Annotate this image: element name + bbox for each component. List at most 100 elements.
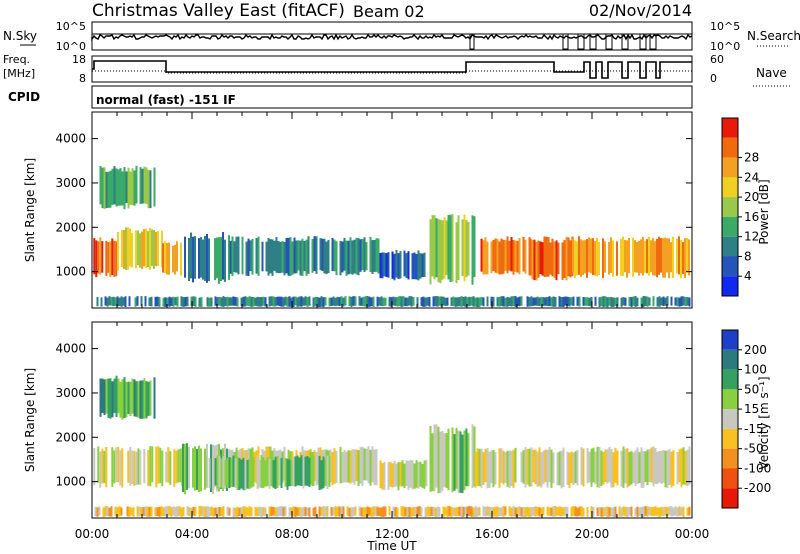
heatmap-cell [596, 237, 598, 277]
heatmap-cell [454, 507, 457, 517]
heatmap-cell [558, 451, 561, 486]
colorbar-tick-label: 16 [744, 210, 759, 224]
power-panel: 1000 2000 3000 4000 Slant Range [km] [23, 111, 693, 309]
heatmap-cell [668, 238, 670, 279]
heatmap-cell [125, 171, 128, 203]
heatmap-cell [143, 378, 146, 419]
heatmap-cell [168, 506, 171, 516]
heatmap-cell [529, 238, 532, 276]
heatmap-cell [254, 506, 257, 517]
heatmap-cell [506, 236, 509, 274]
heatmap-cell [220, 507, 223, 516]
heatmap-cell [588, 451, 591, 483]
heatmap-cell [420, 506, 423, 517]
heatmap-cell [308, 507, 311, 517]
heatmap-cell [392, 296, 395, 306]
heatmap-cell [467, 433, 470, 487]
nsearch-label: N.Search [747, 29, 800, 43]
heatmap-cell [155, 446, 158, 488]
heatmap-cell [392, 506, 395, 517]
heatmap-cell [550, 507, 553, 516]
heatmap-cell [473, 216, 476, 278]
heatmap-cell [674, 506, 677, 516]
heatmap-cell [131, 378, 134, 414]
heatmap-cell [526, 506, 529, 517]
heatmap-cell [141, 168, 144, 204]
heatmap-cell [536, 451, 539, 487]
heatmap-cell [333, 448, 336, 484]
heatmap-cell [141, 380, 144, 419]
heatmap-cell [107, 378, 110, 418]
freq-trace [92, 60, 692, 79]
heatmap-cell [406, 297, 409, 307]
heatmap-cell [642, 296, 645, 307]
heatmap-cell [622, 506, 625, 516]
heatmap-cell [387, 462, 390, 490]
heatmap-cell [500, 296, 503, 307]
heatmap-cell [170, 297, 173, 306]
nsky-tick-high: 10^5 [56, 20, 86, 33]
heatmap-cell [198, 297, 201, 307]
heatmap-cell [391, 463, 394, 488]
heatmap-cell [411, 460, 414, 490]
heatmap-cell [110, 297, 113, 306]
heatmap-cell [180, 242, 182, 276]
heatmap-cell [430, 506, 433, 516]
heatmap-cell [534, 297, 537, 306]
heatmap-cell [242, 506, 245, 517]
heatmap-cell [119, 168, 122, 206]
heatmap-cell [320, 506, 323, 516]
heatmap-cell [584, 297, 587, 306]
heatmap-cell [370, 507, 373, 517]
heatmap-cell [134, 297, 137, 307]
heatmap-cell [594, 241, 596, 276]
heatmap-cell [248, 296, 251, 307]
heatmap-cell [330, 507, 333, 517]
heatmap-cell [120, 296, 123, 307]
heatmap-cell [441, 431, 444, 491]
heatmap-cell [218, 507, 221, 517]
heatmap-cell [365, 242, 368, 271]
heatmap-cell [107, 171, 110, 208]
heatmap-cell [177, 449, 180, 483]
heatmap-cell [433, 215, 436, 280]
heatmap-cell [484, 237, 487, 275]
heatmap-cell [526, 449, 529, 485]
heatmap-cell [326, 506, 329, 517]
heatmap-cell [476, 448, 479, 487]
heatmap-cell [658, 296, 661, 307]
heatmap-cell [504, 297, 507, 307]
heatmap-cell [382, 297, 385, 307]
heatmap-cell [448, 506, 451, 517]
heatmap-cell [114, 297, 117, 307]
heatmap-cell [530, 447, 533, 487]
heatmap-cell [242, 457, 245, 491]
heatmap-cell [338, 297, 341, 306]
heatmap-cell [562, 447, 565, 487]
heatmap-cell [133, 379, 136, 417]
heatmap-cell [250, 457, 253, 488]
heatmap-cell [644, 240, 646, 273]
heatmap-cell [606, 449, 609, 484]
heatmap-cell [492, 449, 495, 488]
colorbar-swatch [722, 330, 738, 350]
heatmap-cell [350, 296, 353, 307]
heatmap-cell [343, 237, 346, 271]
freq-panel: Freq. [MHz] 18 8 Nave 60 0 [3, 53, 790, 87]
time-tick-label: 12:00 [375, 527, 410, 541]
heatmap-cell [103, 450, 106, 484]
heatmap-cell [361, 446, 364, 486]
heatmap-cell [434, 296, 437, 307]
heatmap-cell [602, 238, 604, 279]
heatmap-cell [256, 296, 259, 307]
heatmap-cell [522, 506, 525, 517]
heatmap-cell [214, 238, 216, 281]
heatmap-cell [208, 457, 211, 488]
heatmap-cell [270, 457, 273, 487]
heatmap-cell [504, 240, 507, 271]
heatmap-cell [588, 237, 590, 273]
heatmap-cell [164, 297, 167, 307]
heatmap-cell [422, 296, 425, 307]
heatmap-cell [166, 243, 168, 275]
heatmap-cell [662, 450, 665, 483]
